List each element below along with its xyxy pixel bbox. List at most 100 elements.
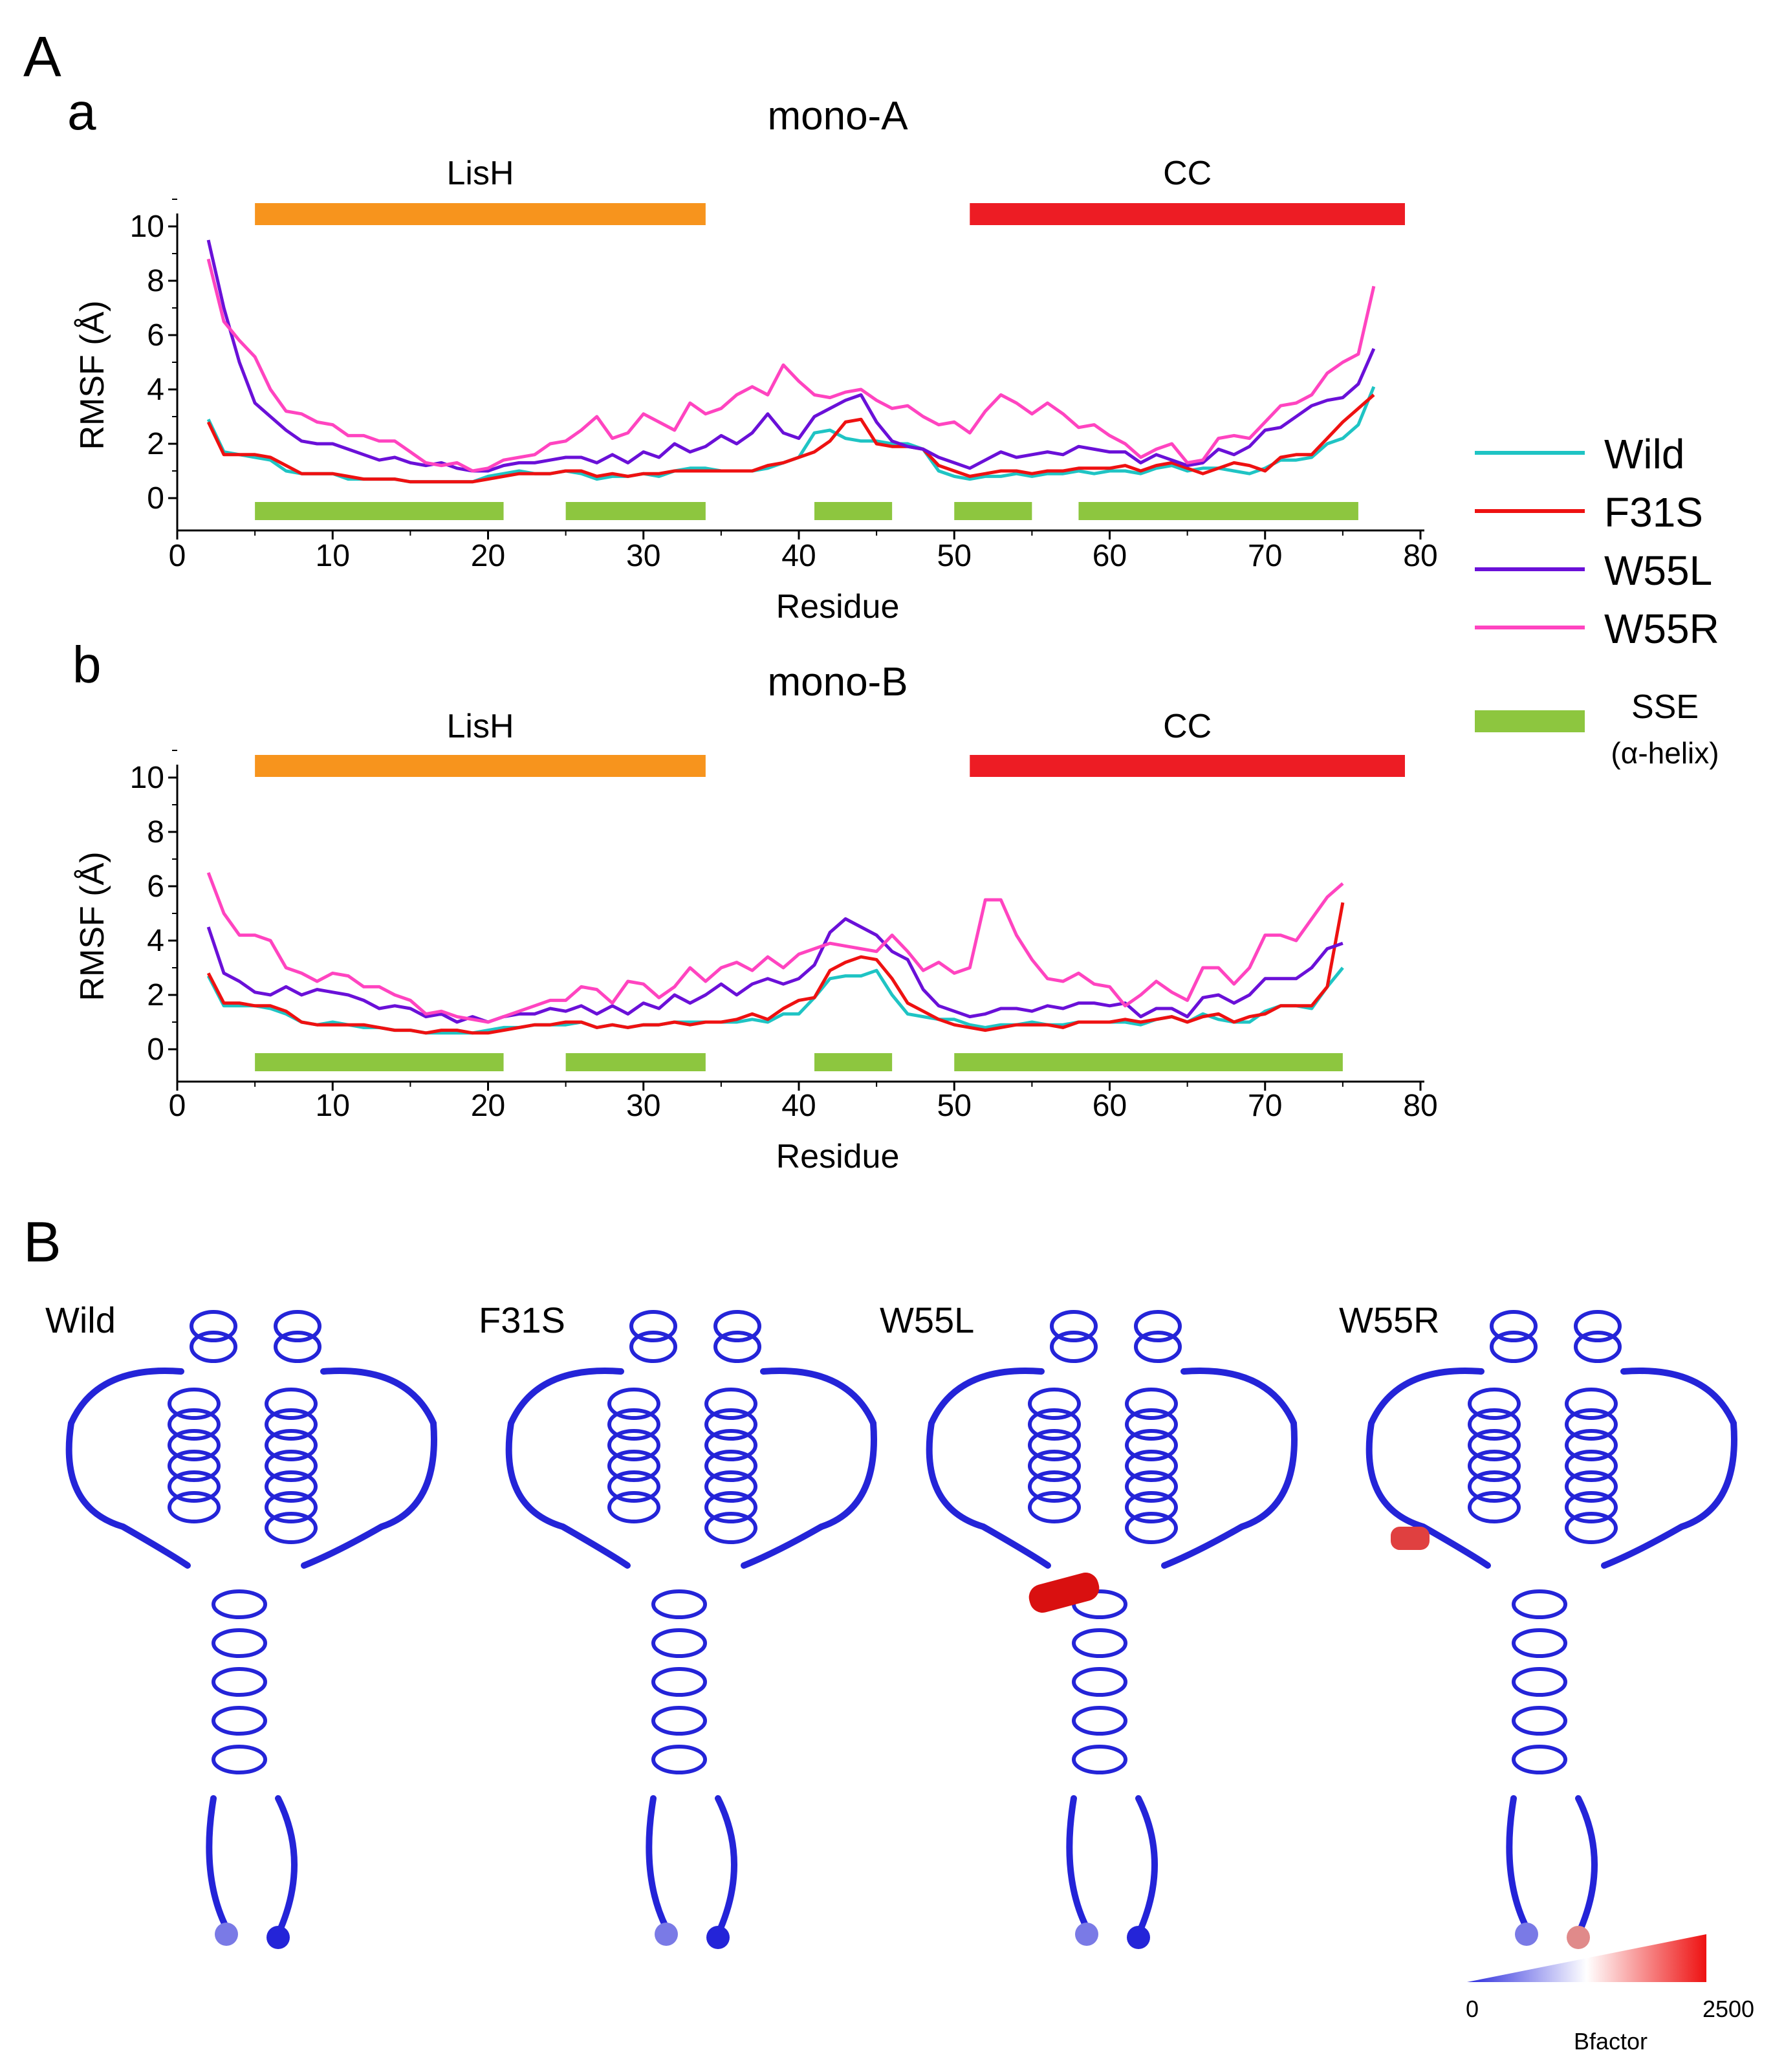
- helix-coil: [1050, 1310, 1098, 1342]
- helix-coil: [704, 1512, 757, 1544]
- helix-coil: [1468, 1470, 1521, 1503]
- helix-coil: [1565, 1512, 1618, 1544]
- helix-coil: [1028, 1429, 1081, 1461]
- helix-coil: [1565, 1388, 1618, 1420]
- structure-wild: [65, 1310, 437, 1949]
- helix-coil: [168, 1470, 221, 1503]
- helix-coil: [607, 1470, 660, 1503]
- sse-bar: [255, 502, 504, 520]
- helix-coil: [265, 1512, 318, 1544]
- loop-right: [1601, 1368, 1737, 1569]
- x-tick-label: 40: [781, 539, 816, 573]
- panel-label-a: a: [67, 83, 96, 140]
- helix-coil: [704, 1491, 757, 1523]
- stem-coil: [1512, 1589, 1567, 1619]
- helix-coil: [1134, 1310, 1182, 1342]
- structure-panel: Wild F31S W55L W55R: [45, 1300, 1737, 1949]
- stem-coil: [651, 1706, 707, 1736]
- y-tick-label: 6: [147, 869, 164, 904]
- helix-coil: [274, 1310, 321, 1342]
- domain-label-cc: CC: [1163, 708, 1212, 745]
- chart-mono-a: mono-A LisH CC 0 2 4 6 8 10 RMSF (Å) 0 10 20 30 40 50 60…: [74, 94, 1438, 626]
- helix-coil: [265, 1450, 318, 1482]
- domain-label-cc: CC: [1163, 155, 1212, 192]
- structure-w55l: [926, 1310, 1298, 1949]
- x-tick-label: 10: [316, 1089, 350, 1123]
- helix-coil: [168, 1450, 221, 1482]
- domain-label-lish: LisH: [446, 155, 514, 192]
- colorbar-wedge: [1467, 1934, 1706, 1982]
- series-line-f31s: [206, 902, 1345, 1035]
- helix-coil: [607, 1450, 660, 1482]
- helix-coil: [1028, 1388, 1081, 1420]
- structure-label-wild: Wild: [45, 1300, 116, 1340]
- y-tick-label: 6: [147, 318, 164, 353]
- helix-coil: [1125, 1450, 1178, 1482]
- helix-coil: [1574, 1310, 1622, 1342]
- x-tick-label: 70: [1248, 1089, 1282, 1123]
- helix-coil: [1125, 1470, 1178, 1503]
- colorbar-title: Bfactor: [1574, 2028, 1648, 2055]
- stem-right: [715, 1795, 737, 1937]
- stem-coil: [1072, 1706, 1127, 1736]
- sse-bar: [255, 1053, 504, 1071]
- stem-coil: [651, 1667, 707, 1697]
- chart-mono-b: mono-B LisH CC 0 2 4 6 8 10 RMSF (Å) 0 10 20 30 40 50 60…: [74, 660, 1438, 1175]
- y-tick-label: 10: [130, 210, 164, 244]
- structure-label-f31s: F31S: [479, 1300, 565, 1340]
- stem-coil: [212, 1667, 267, 1697]
- loop-left: [926, 1368, 1051, 1569]
- terminus-cap: [267, 1926, 290, 1949]
- domain-bar-cc: [970, 755, 1405, 777]
- x-tick-label: 50: [937, 539, 972, 573]
- helix-coil: [1468, 1429, 1521, 1461]
- helix-coil: [1565, 1450, 1618, 1482]
- loop-right: [741, 1368, 877, 1569]
- domain-bar-cc: [970, 203, 1405, 225]
- structure-w55r: [1365, 1310, 1737, 1949]
- helix-coil: [607, 1408, 660, 1441]
- legend-label-sse-sub: (α-helix): [1611, 736, 1719, 770]
- legend-label-sse: SSE: [1631, 688, 1699, 726]
- series-line-w55l: [206, 917, 1343, 1024]
- helix-coil: [713, 1310, 761, 1342]
- helix-coil: [1028, 1491, 1081, 1523]
- helix-coil: [1125, 1491, 1178, 1523]
- stem-coil: [1072, 1628, 1127, 1658]
- y-tick-label: 4: [147, 373, 164, 407]
- loop-left: [65, 1368, 191, 1569]
- sse-bar: [565, 1053, 706, 1071]
- stem-coil: [212, 1706, 267, 1736]
- helix-coil: [1468, 1408, 1521, 1441]
- series-line-f31s: [206, 393, 1375, 484]
- helix-coil: [1125, 1429, 1178, 1461]
- helix-coil: [168, 1491, 221, 1523]
- helix-coil: [704, 1470, 757, 1503]
- helix-coil: [1574, 1331, 1622, 1363]
- terminus-cap: [215, 1923, 238, 1946]
- legend-swatch-sse: [1475, 710, 1585, 732]
- stem-coil: [651, 1589, 707, 1619]
- stem-left: [1066, 1795, 1090, 1931]
- domain-label-lish: LisH: [446, 708, 514, 745]
- stem-coil: [1072, 1667, 1127, 1697]
- stem-left: [1506, 1795, 1530, 1931]
- helix-coil: [265, 1429, 318, 1461]
- helix-coil: [607, 1491, 660, 1523]
- y-axis-label: RMSF (Å): [74, 300, 111, 450]
- x-tick-label: 10: [316, 539, 350, 573]
- x-tick-label: 0: [169, 1089, 186, 1123]
- helix-coil: [1050, 1331, 1098, 1363]
- helix-coil: [1565, 1491, 1618, 1523]
- helix-coil: [1565, 1408, 1618, 1441]
- stem-right: [1135, 1795, 1158, 1937]
- helix-coil: [190, 1310, 237, 1342]
- y-tick-label: 2: [147, 427, 164, 461]
- x-tick-label: 20: [471, 1089, 505, 1123]
- sse-bar: [1078, 502, 1358, 520]
- sse-bar: [954, 502, 1032, 520]
- panel-label-B: B: [23, 1210, 61, 1274]
- x-tick-label: 60: [1093, 539, 1127, 573]
- helix-coil: [704, 1408, 757, 1441]
- panel-label-b: b: [72, 636, 102, 693]
